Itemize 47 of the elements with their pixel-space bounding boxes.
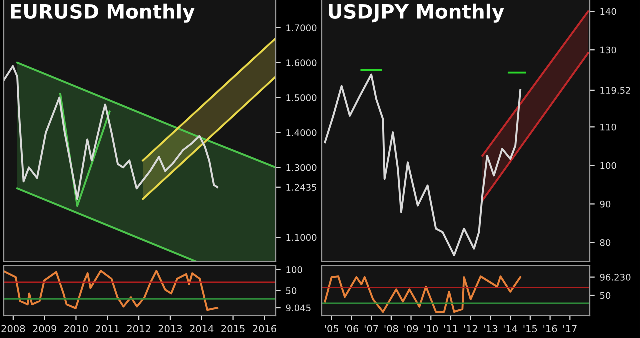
x-tick-label: '11 bbox=[444, 325, 458, 332]
line-series bbox=[4, 270, 219, 312]
x-tick-label: 2009 bbox=[33, 325, 57, 333]
chart-title: USDJPY Monthly bbox=[329, 4, 504, 23]
x-tick-label: 2010 bbox=[64, 325, 88, 333]
chart-title: EURUSD Monthly bbox=[11, 4, 195, 23]
y-tick-label: 50 bbox=[286, 288, 297, 294]
x-tick-label: '14 bbox=[504, 325, 518, 332]
y-tick-label: 1.7000 bbox=[286, 24, 317, 32]
x-tick-label: '06 bbox=[345, 325, 359, 333]
x-tick-label: '10 bbox=[424, 325, 438, 333]
x-tick-label: 2015 bbox=[222, 325, 245, 333]
y-tick-label: 1.4000 bbox=[286, 129, 317, 136]
x-tick-label: '16 bbox=[544, 325, 558, 333]
x-tick-label: '17 bbox=[564, 325, 577, 332]
line-series bbox=[4, 65, 219, 200]
y-tick-label: 140 bbox=[600, 8, 616, 16]
x-tick-label: '08 bbox=[384, 325, 398, 333]
y-tick-label: 130 bbox=[600, 46, 616, 54]
x-tick-label: 2012 bbox=[127, 325, 150, 333]
y-tick-label: 1.3000 bbox=[286, 164, 317, 172]
y-tick-label: 100 bbox=[600, 162, 616, 170]
x-tick-label: '09 bbox=[404, 325, 418, 333]
y-tick-label: 110 bbox=[600, 124, 616, 131]
line-series bbox=[324, 74, 522, 256]
x-tick-label: '05 bbox=[325, 325, 339, 333]
x-tick-label: 2011 bbox=[96, 325, 120, 333]
x-tick-label: '13 bbox=[484, 325, 498, 333]
x-tick-label: 2016 bbox=[253, 325, 276, 333]
y-tick-label: 1.1000 bbox=[286, 234, 317, 242]
y-tick-label: 1.2435 bbox=[286, 184, 317, 191]
line-series bbox=[324, 276, 522, 314]
x-tick-label: '07 bbox=[364, 325, 378, 333]
y-tick-label: 119.52 bbox=[600, 87, 630, 94]
x-tick-label: 2008 bbox=[2, 325, 26, 333]
y-tick-label: 100 bbox=[286, 266, 302, 274]
x-tick-label: '15 bbox=[524, 325, 538, 333]
x-tick-label: 2013 bbox=[158, 325, 182, 333]
x-tick-label: 2014 bbox=[190, 325, 214, 333]
x-tick-label: '12 bbox=[464, 325, 478, 332]
y-tick-label: 50 bbox=[600, 292, 611, 300]
y-tick-label: 1.5000 bbox=[286, 94, 317, 102]
y-tick-label: 80 bbox=[600, 239, 611, 246]
y-tick-label: 90 bbox=[600, 200, 611, 208]
y-tick-label: 1.6000 bbox=[286, 60, 317, 66]
y-tick-label: 96.230 bbox=[600, 274, 631, 281]
y-tick-label: 9.045 bbox=[286, 304, 311, 312]
